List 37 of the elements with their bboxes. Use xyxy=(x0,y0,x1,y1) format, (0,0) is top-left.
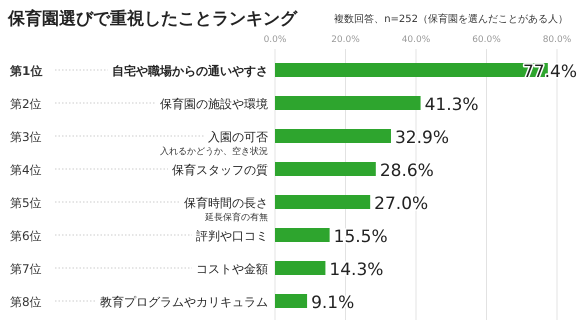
text: 第2位 xyxy=(10,97,42,111)
bar xyxy=(275,228,330,242)
bar xyxy=(275,162,376,176)
data-label: 41.3% xyxy=(424,95,479,115)
x-tick-label: 0.0% xyxy=(264,35,287,45)
text: 第7位 xyxy=(10,262,42,276)
y-tick-label: 保育時間の長さ延長保育の有無 xyxy=(184,196,268,223)
data-label: 27.0% xyxy=(374,194,428,214)
text: 第4位 xyxy=(10,163,42,177)
data-label: 28.6% xyxy=(380,161,434,181)
bar xyxy=(275,294,308,308)
y-tick-label: 自宅や職場からの通いやすさ xyxy=(112,64,268,78)
y-tick-label: コストや金額 xyxy=(196,262,268,276)
chart-title: 保育園選びで重視したことランキング xyxy=(7,8,298,29)
bar xyxy=(275,195,370,209)
bar xyxy=(275,96,421,110)
x-tick-label: 20.0% xyxy=(331,35,360,45)
y-tick-label: 保育園の施設や環境 xyxy=(160,97,268,111)
y-tick-label: 入園の可否入れるかどうか、空き状況 xyxy=(160,130,268,157)
chart-subtitle: 複数回答、n=252（保育園を選んだことがある人） xyxy=(334,13,568,25)
text: 第6位 xyxy=(10,229,42,243)
y-tick-label: 評判や口コミ xyxy=(196,229,268,243)
x-tick-label: 40.0% xyxy=(402,35,431,45)
text: 第5位 xyxy=(10,196,42,210)
data-label: 9.1% xyxy=(311,293,354,313)
x-tick-label: 60.0% xyxy=(472,35,502,45)
data-label: 32.9% xyxy=(394,128,449,148)
data-label: 14.3% xyxy=(329,260,384,280)
text: 第3位 xyxy=(10,130,42,144)
y-tick-label: 保育スタッフの質 xyxy=(172,163,268,177)
bar xyxy=(275,129,391,143)
bar xyxy=(275,261,326,275)
data-label: 15.5% xyxy=(334,227,388,247)
y-tick-label: 教育プログラムやカリキュラム xyxy=(100,295,268,309)
text: 第1位 xyxy=(9,64,42,78)
text: 第8位 xyxy=(10,295,42,309)
x-tick-label: 80.0% xyxy=(542,35,572,45)
